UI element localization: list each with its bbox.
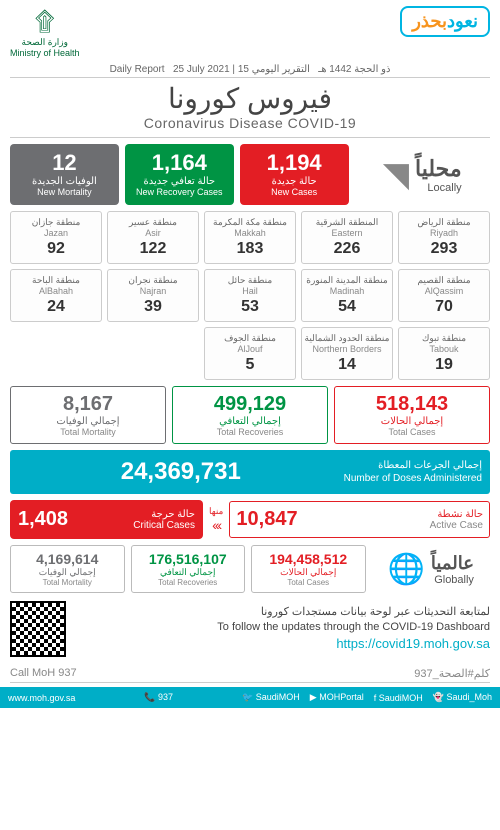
hero-stats-row: 1,194حالة جديدةNew Cases1,164حالة تعافي … bbox=[10, 144, 490, 205]
total-card: 518,143إجمالي الحالاتTotal Cases bbox=[334, 386, 490, 444]
of-which: منها ‹‹‹ bbox=[209, 506, 223, 533]
region-card: منطقة مكة المكرمةMakkah183 bbox=[204, 211, 296, 264]
dashboard-section: لمتابعة التحديثات عبر لوحة بيانات مستجدا… bbox=[10, 601, 490, 657]
slogan-accent: بحذر bbox=[412, 11, 447, 31]
ministry-logo: ۩ وزارة الصحة Ministry of Health bbox=[10, 6, 80, 59]
total-card: 8,167إجمالي الوفياتTotal Mortality bbox=[10, 386, 166, 444]
region-card: منطقة الباحةAlBahah24 bbox=[10, 269, 102, 322]
page-title: فيروس كورونا Coronavirus Disease COVID-1… bbox=[10, 82, 490, 131]
social-link[interactable]: 🐦 SaudiMOH bbox=[242, 692, 300, 703]
social-link[interactable]: ▶ MOHPortal bbox=[310, 692, 364, 703]
slogan-badge: نعودبحذر bbox=[400, 6, 490, 37]
dashboard-url[interactable]: https://covid19.moh.gov.sa bbox=[74, 635, 490, 653]
ministry-name-en: Ministry of Health bbox=[10, 48, 80, 59]
hero-stat-card: 12الوفيات الجديدةNew Mortality bbox=[10, 144, 119, 205]
region-card: المنطقة الشرقيةEastern226 bbox=[301, 211, 393, 264]
footer-call: Call MoH 937 كلم#الصحة_937 bbox=[10, 665, 490, 683]
active-row: 1,408 حالة حرجة Critical Cases منها ‹‹‹ … bbox=[10, 500, 490, 539]
region-card: منطقة عسيرAsir122 bbox=[107, 211, 199, 264]
title-en: Coronavirus Disease COVID-19 bbox=[10, 115, 490, 131]
global-card: 176,516,107إجمالي التعافيTotal Recoverie… bbox=[131, 545, 246, 593]
region-card: منطقة تبوكTabouk19 bbox=[398, 327, 490, 380]
global-card: 4,169,614إجمالي الوفياتTotal Mortality bbox=[10, 545, 125, 593]
qr-code bbox=[10, 601, 66, 657]
locally-label: ◥ محلياً Locally bbox=[355, 144, 490, 205]
region-card: منطقة القصيمAlQassim70 bbox=[398, 269, 490, 322]
social-link[interactable]: f SaudiMOH bbox=[374, 692, 423, 703]
region-card: منطقة الجوفAlJouf5 bbox=[204, 327, 296, 380]
regions-grid: منطقة الرياضRiyadh293المنطقة الشرقيةEast… bbox=[10, 211, 490, 380]
saudi-map-icon: ◥ bbox=[383, 155, 409, 195]
arrows-icon: ‹‹‹ bbox=[209, 517, 223, 533]
active-cases-card: 10,847 حالة نشطة Active Case bbox=[229, 501, 490, 538]
region-card: منطقة نجرانNajran39 bbox=[107, 269, 199, 322]
region-card: منطقة جازانJazan92 bbox=[10, 211, 102, 264]
doses-card: 24,369,731 إجمالي الجرعات المعطاة Number… bbox=[10, 450, 490, 494]
title-ar: فيروس كورونا bbox=[10, 82, 490, 115]
region-card: منطقة الحدود الشماليةNorthern Borders14 bbox=[301, 327, 393, 380]
date-row: Daily Report 25 July 2021 | 15 ذو الحجة … bbox=[10, 64, 490, 78]
website-link[interactable]: www.moh.gov.sa bbox=[8, 693, 75, 703]
region-card: منطقة الرياضRiyadh293 bbox=[398, 211, 490, 264]
palm-icon: ۩ bbox=[10, 6, 80, 37]
header: ۩ وزارة الصحة Ministry of Health نعودبحذ… bbox=[10, 6, 490, 62]
region-card: منطقة المدينة المنورةMadinah54 bbox=[301, 269, 393, 322]
global-row: 194,458,512إجمالي الحالاتTotal Cases176,… bbox=[10, 545, 490, 593]
globally-label: 🌐 عالمياً Globally bbox=[372, 545, 491, 593]
global-card: 194,458,512إجمالي الحالاتTotal Cases bbox=[251, 545, 366, 593]
total-card: 499,129إجمالي التعافيTotal Recoveries bbox=[172, 386, 328, 444]
critical-card: 1,408 حالة حرجة Critical Cases bbox=[10, 500, 203, 539]
hero-stat-card: 1,164حالة تعافي جديدةNew Recovery Cases bbox=[125, 144, 234, 205]
hero-stat-card: 1,194حالة جديدةNew Cases bbox=[240, 144, 349, 205]
social-link[interactable]: 👻 Saudi_Moh bbox=[433, 692, 492, 703]
region-card: منطقة حائلHail53 bbox=[204, 269, 296, 322]
footer-social: www.moh.gov.sa 📞 937 🐦 SaudiMOH▶ MOHPort… bbox=[0, 687, 500, 708]
doses-number: 24,369,731 bbox=[18, 458, 344, 486]
totals-row: 518,143إجمالي الحالاتTotal Cases499,129إ… bbox=[10, 386, 490, 444]
slogan-main: نعود bbox=[447, 11, 478, 31]
ministry-name-ar: وزارة الصحة bbox=[10, 37, 80, 48]
globe-icon: 🌐 bbox=[388, 552, 425, 587]
